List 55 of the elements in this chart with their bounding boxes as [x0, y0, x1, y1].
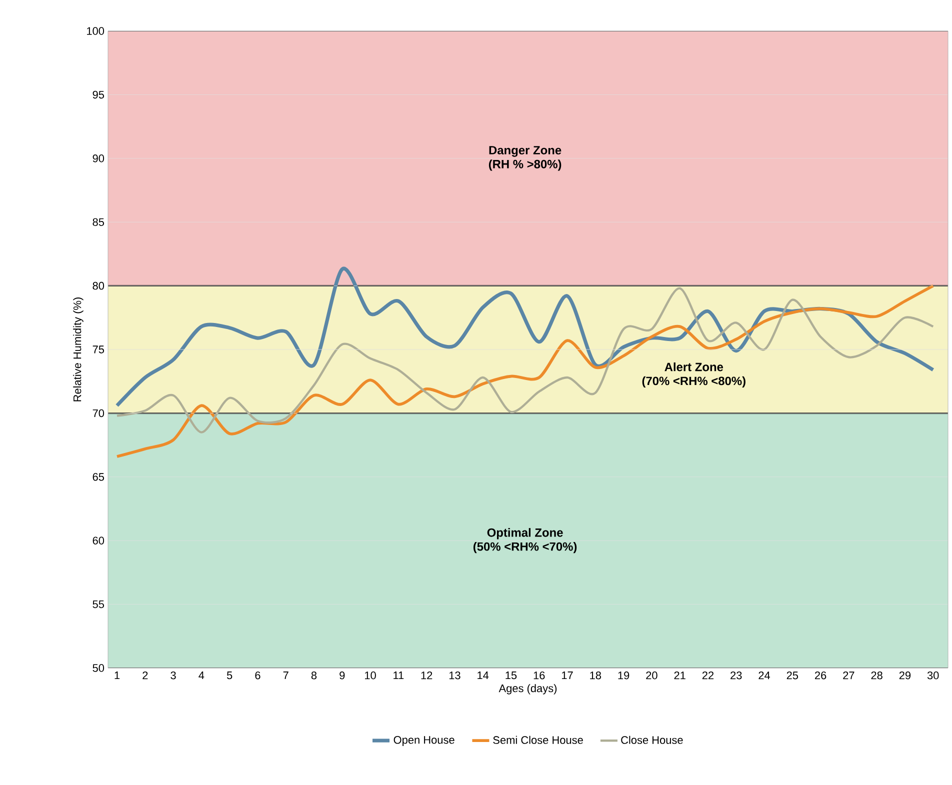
x-tick-label: 29 [899, 672, 911, 680]
x-tick-label: 21 [674, 672, 686, 680]
x-tick-label: 4 [198, 672, 204, 680]
x-tick-label: 3 [170, 672, 176, 680]
legend-label: Open House [394, 736, 454, 746]
x-tick-label: 16 [534, 672, 545, 680]
annotation: (RH % >80%) [488, 160, 562, 171]
y-tick-label: 90 [92, 154, 104, 162]
x-tick-label: 19 [618, 672, 630, 680]
x-axis-title: Ages (days) [498, 684, 557, 694]
y-tick-label: 100 [87, 27, 104, 35]
x-tick-label: 8 [311, 672, 317, 680]
x-tick-label: 24 [758, 672, 770, 680]
x-tick-label: 26 [814, 672, 826, 680]
x-tick-label: 2 [142, 672, 148, 680]
x-tick-label: 27 [843, 672, 854, 680]
x-tick-label: 25 [786, 672, 798, 680]
y-tick-label: 55 [92, 600, 104, 608]
band-label: Alert Zone [664, 362, 724, 372]
x-tick-label: 18 [590, 672, 602, 680]
y-tick-label: 70 [92, 409, 104, 418]
line-series [116, 284, 935, 458]
x-tick-label: 28 [871, 672, 882, 680]
annotation: (70% <RH% <80%) [642, 376, 746, 388]
x-tick-label: 1 [114, 672, 120, 680]
annotation: (50% <RH% <70%) [473, 542, 577, 554]
x-tick-label: 9 [340, 672, 345, 680]
legend-label: Semi Close House [493, 736, 583, 744]
y-tick-label: 95 [92, 90, 104, 99]
x-tick-label: 5 [226, 672, 232, 680]
x-tick-label: 23 [730, 672, 742, 680]
y-tick-label: 85 [92, 218, 104, 226]
x-tick-label: 10 [365, 672, 376, 680]
legend-label: Close House [621, 736, 683, 744]
x-tick-label: 11 [394, 672, 404, 680]
x-tick-label: 13 [449, 672, 460, 680]
x-tick-label: 22 [702, 672, 714, 680]
x-tick-label: 14 [478, 672, 489, 680]
x-tick-label: 20 [646, 672, 658, 680]
x-tick-label: 17 [562, 672, 573, 680]
x-tick-label: 12 [421, 672, 432, 680]
line-series [116, 287, 934, 434]
y-tick-label: 50 [92, 664, 104, 672]
y-tick-label: 60 [92, 536, 104, 544]
x-tick-label: 15 [506, 672, 517, 680]
x-tick-label: 30 [927, 672, 939, 680]
x-tick-label: 6 [255, 672, 260, 680]
x-tick-label: 7 [283, 672, 288, 680]
y-tick-label: 75 [92, 346, 104, 354]
y-tick-label: 80 [92, 282, 104, 290]
band-label: Danger Zone [489, 146, 562, 157]
y-axis-title: Relative Humidity (%) [73, 298, 84, 402]
line-series [115, 267, 935, 408]
band-label: Optimal Zone [487, 528, 563, 540]
y-tick-label: 65 [92, 473, 104, 481]
